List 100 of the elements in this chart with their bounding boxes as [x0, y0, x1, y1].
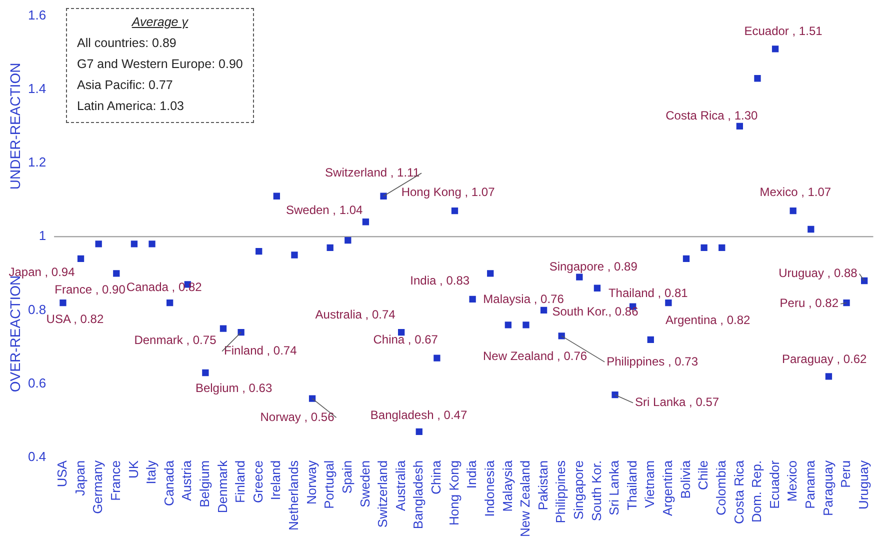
- x-tick-label: Netherlands: [286, 460, 302, 531]
- annotation: China , 0.67: [373, 332, 438, 346]
- y-tick-label: 0.8: [28, 302, 46, 317]
- x-tick-label: Greece: [250, 460, 266, 504]
- annotation: Peru , 0.82: [780, 296, 839, 310]
- annotation: Paraguay , 0.62: [782, 352, 868, 366]
- x-tick-label: Costa Rica: [731, 460, 746, 524]
- x-tick-label: Sweden: [357, 460, 372, 508]
- annotation: France , 0.90: [54, 282, 126, 297]
- point: [434, 354, 440, 362]
- point: [487, 270, 494, 277]
- annotation: Australia , 0.74: [315, 308, 396, 322]
- annotation: Malaysia , 0.76: [483, 292, 564, 306]
- point: [308, 395, 316, 402]
- y-tick-label: 1: [38, 228, 46, 244]
- point: [95, 240, 102, 248]
- annotation: Latin America: 1.03: [77, 98, 186, 115]
- point: [540, 306, 548, 314]
- point: [558, 332, 565, 340]
- x-tick-label: Argentina: [660, 460, 676, 516]
- annotation: South Kor., 0.86: [552, 304, 639, 318]
- point: [682, 255, 690, 262]
- annotation: All countries: 0.89: [77, 35, 178, 52]
- point: [344, 236, 352, 244]
- x-tick-label: Bolivia: [678, 460, 693, 499]
- point: [469, 296, 476, 302]
- y-tick-label: 1.6: [28, 7, 46, 22]
- annotation: Norway , 0.56: [260, 410, 335, 424]
- x-tick-label: China: [428, 460, 444, 494]
- x-tick-label: Pakistan: [535, 460, 550, 510]
- point: [202, 369, 209, 376]
- annotation: Philippines , 0.73: [606, 354, 698, 368]
- annotation: India , 0.83: [410, 273, 470, 288]
- annotation: Singapore , 0.89: [549, 259, 638, 274]
- point: [718, 244, 726, 251]
- x-tick-label: Singapore: [570, 460, 586, 520]
- text: UNDER-REACTION: [6, 62, 23, 190]
- x-tick-label: South Kor.: [588, 460, 604, 522]
- x-tick-label: Japan: [72, 460, 88, 496]
- x-tick-label: Colombia: [713, 460, 728, 516]
- x-tick-label: Dom. Rep.: [749, 460, 764, 523]
- point: [113, 270, 120, 277]
- x-tick-label: USA: [54, 460, 70, 488]
- x-tick-label: Switzerland: [375, 460, 390, 528]
- annotation: Ecuador , 1.51: [744, 24, 823, 38]
- point: [700, 244, 708, 251]
- annotation: Sweden , 1.04: [286, 203, 364, 218]
- point: [808, 226, 814, 233]
- point: [273, 192, 280, 200]
- x-tick-label: Vietnam: [642, 460, 658, 508]
- annotation: Canada , 0.82: [126, 280, 202, 294]
- x-tick-label: Finland: [232, 460, 248, 504]
- point: [665, 300, 672, 306]
- x-tick-label: Italy: [144, 460, 159, 484]
- x-tick-label: Paraguay: [820, 460, 836, 516]
- x-tick-label: Ecuador: [766, 460, 782, 509]
- annotation: Switzerland , 1.11: [325, 165, 420, 180]
- annotation: Bangladesh , 0.47: [370, 408, 468, 422]
- x-tick-label: Malaysia: [500, 460, 515, 512]
- annotation: Sri Lanka , 0.57: [635, 395, 720, 410]
- point: [238, 328, 244, 336]
- point: [522, 322, 530, 328]
- x-tick-label: Portugal: [322, 460, 337, 509]
- point: [825, 373, 832, 380]
- x-tick-label: Bangladesh: [410, 460, 426, 530]
- annotation: Mexico , 1.07: [760, 185, 832, 200]
- annotation: Average γ: [130, 14, 190, 31]
- x-tick-label: Australia: [392, 460, 408, 511]
- x-tick-label: Philippines: [553, 460, 568, 524]
- annotation: New Zealand , 0.76: [482, 349, 588, 364]
- x-tick-label: Germany: [90, 460, 106, 514]
- annotation: Costa Rica , 1.30: [666, 108, 758, 123]
- annotation: Uruguay , 0.88: [778, 266, 858, 280]
- point: [576, 274, 583, 280]
- point: [772, 46, 779, 52]
- point: [451, 208, 458, 214]
- point: [416, 428, 422, 435]
- x-tick-label: Austria: [179, 460, 194, 501]
- x-tick-label: Thailand: [624, 460, 640, 510]
- point: [647, 336, 654, 343]
- point: [754, 75, 761, 82]
- annotation: Argentina , 0.82: [665, 313, 750, 328]
- x-tick-label: Denmark: [214, 460, 230, 514]
- y-tick-label: 1.4: [28, 80, 46, 96]
- x-tick-label: Chile: [696, 460, 711, 490]
- point: [612, 392, 618, 398]
- point: [256, 248, 262, 255]
- x-tick-label: New Zealand: [518, 460, 533, 538]
- annotation: G7 and Western Europe: 0.90: [77, 56, 243, 73]
- x-tick-label: UK: [126, 460, 141, 478]
- point: [130, 240, 138, 248]
- y-tick-label: 0.6: [28, 375, 46, 390]
- x-tick-label: France: [108, 460, 123, 501]
- point: [60, 300, 66, 306]
- x-tick-label: Mexico: [784, 460, 800, 502]
- point: [291, 252, 298, 258]
- x-tick-label: Panama: [802, 460, 818, 509]
- x-tick-label: India: [464, 460, 480, 489]
- y-tick-label: 1.2: [28, 154, 46, 170]
- x-tick-label: Belgium: [197, 460, 212, 508]
